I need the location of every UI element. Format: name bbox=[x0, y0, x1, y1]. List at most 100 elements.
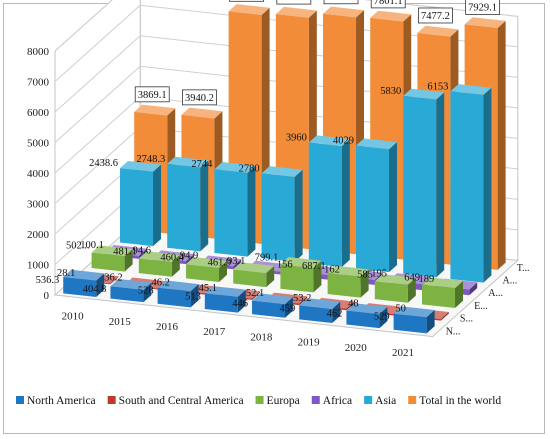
data-label: 3960 bbox=[286, 133, 307, 144]
data-label: 462 bbox=[327, 308, 343, 319]
bar-top bbox=[261, 166, 303, 177]
data-label: 93.1 bbox=[227, 256, 245, 267]
bar-side bbox=[483, 87, 492, 283]
bar-0-3 bbox=[204, 286, 246, 313]
bar-top bbox=[299, 298, 341, 309]
bar-0-5 bbox=[299, 298, 341, 323]
bar-4-2 bbox=[214, 162, 256, 257]
data-label: 94.9 bbox=[180, 251, 198, 262]
bar-side bbox=[237, 289, 246, 313]
bar-side bbox=[219, 260, 228, 282]
data-label: 7766.2 bbox=[327, 0, 356, 3]
bar-top bbox=[181, 107, 223, 119]
bar-side bbox=[233, 259, 242, 270]
bar-front bbox=[403, 95, 437, 278]
y-tick-label: 6000 bbox=[27, 107, 50, 119]
bar-top bbox=[393, 306, 435, 318]
data-label: 2748.3 bbox=[136, 154, 165, 165]
bar-front bbox=[346, 310, 380, 329]
bar-side bbox=[341, 138, 350, 267]
depth-tick-label: E... bbox=[474, 301, 488, 312]
bar-front bbox=[422, 284, 456, 308]
bar-top bbox=[214, 162, 256, 173]
bar-top bbox=[403, 88, 445, 100]
bar-4-0 bbox=[120, 160, 162, 247]
bar-front bbox=[214, 169, 248, 257]
data-label: 404.8 bbox=[83, 284, 107, 295]
bar-side bbox=[266, 265, 275, 288]
bar-top bbox=[450, 84, 492, 95]
bar-4-3 bbox=[261, 166, 303, 262]
bar-side bbox=[346, 301, 355, 311]
data-label: 52.1 bbox=[246, 288, 264, 299]
bar-front bbox=[261, 173, 295, 262]
bar-side bbox=[299, 296, 308, 306]
bar-side bbox=[252, 291, 261, 300]
data-label: 94.6 bbox=[133, 246, 151, 257]
depth-tick-label: A... bbox=[503, 275, 518, 286]
data-label: 2744 bbox=[191, 159, 213, 170]
depth-tick-label: N... bbox=[446, 326, 461, 337]
data-label: 7477.2 bbox=[421, 11, 450, 22]
bar-2-0 bbox=[91, 245, 133, 272]
data-label: 529 bbox=[374, 312, 390, 323]
data-label-box bbox=[276, 0, 312, 5]
bar-top bbox=[374, 274, 416, 285]
legend-swatch bbox=[255, 396, 264, 404]
bar-0-7 bbox=[393, 306, 435, 334]
data-label: 5830 bbox=[380, 86, 401, 97]
x-tick-label: 2010 bbox=[62, 311, 85, 323]
depth-tick-label: A... bbox=[488, 288, 503, 299]
bar-front bbox=[233, 269, 267, 288]
data-label: 50 bbox=[395, 304, 406, 315]
data-label: 585 bbox=[357, 269, 373, 280]
data-label: 687.1 bbox=[302, 261, 326, 272]
bar-top bbox=[186, 257, 228, 268]
bar-0-2 bbox=[157, 280, 199, 308]
bar-front bbox=[204, 293, 238, 313]
legend-label: Asia bbox=[375, 395, 396, 407]
bar-side bbox=[153, 164, 162, 247]
bar-top bbox=[204, 286, 246, 297]
x-tick-label: 2018 bbox=[250, 331, 273, 343]
data-label: 100.1 bbox=[80, 240, 104, 251]
bar-top bbox=[120, 160, 162, 172]
bar-top bbox=[167, 156, 209, 168]
data-label-box bbox=[418, 7, 453, 24]
bar-side bbox=[360, 269, 369, 298]
x-tick-label: 2020 bbox=[345, 342, 368, 354]
bar-top bbox=[356, 138, 398, 150]
bar-side bbox=[455, 280, 464, 308]
bar-side bbox=[247, 165, 256, 257]
data-label: 460.4 bbox=[160, 252, 184, 263]
bar-top bbox=[233, 262, 275, 274]
bar-side bbox=[497, 20, 506, 270]
bar-side bbox=[332, 301, 341, 323]
bar-front bbox=[299, 305, 333, 323]
bar-0-6 bbox=[346, 303, 388, 329]
data-label: 459 bbox=[279, 303, 295, 314]
data-label: 28.1 bbox=[57, 268, 75, 279]
bar-front bbox=[91, 252, 125, 272]
bar-top bbox=[157, 280, 199, 292]
bar-front bbox=[280, 264, 314, 293]
depth-tick-labels: N...S...E...A...A...T... bbox=[446, 263, 530, 338]
bar-side bbox=[110, 276, 119, 285]
x-tick-label: 2017 bbox=[203, 326, 226, 338]
bar-2-1 bbox=[138, 251, 180, 277]
bar-side bbox=[96, 273, 105, 297]
data-label: 6153 bbox=[427, 81, 448, 92]
data-label: 481.1 bbox=[113, 246, 137, 257]
legend-label: Total in the world bbox=[419, 395, 501, 407]
bar-0-0 bbox=[63, 269, 105, 297]
data-label: 2438.6 bbox=[89, 158, 118, 169]
data-label: 48 bbox=[348, 298, 359, 309]
bar-0-1 bbox=[110, 278, 152, 303]
x-tick-label: 2021 bbox=[392, 347, 414, 359]
y-tick-label: 3000 bbox=[27, 199, 50, 211]
y-tick-label: 5000 bbox=[27, 138, 50, 150]
bar-2-7 bbox=[422, 277, 464, 308]
bar-side bbox=[389, 142, 398, 273]
depth-tick-label: S... bbox=[460, 314, 473, 325]
y-tick-label: 2000 bbox=[27, 229, 50, 241]
